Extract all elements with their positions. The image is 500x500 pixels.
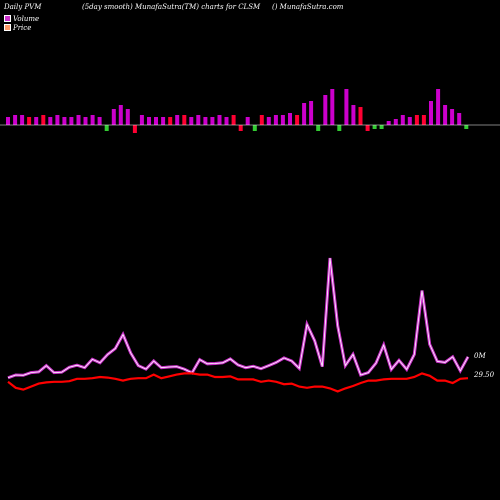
volume-bar [69,117,74,125]
volume-bar [224,117,229,125]
volume-bar [245,117,250,125]
volume-bar [273,115,278,125]
volume-bar [414,115,419,125]
volume-bar [41,115,46,125]
volume-bar [421,115,426,125]
volume-bars [6,89,469,133]
volume-bar [175,115,180,125]
volume-bar [393,119,398,125]
volume-bar [189,117,194,125]
volume-bar [34,117,39,125]
chart-lines [7,257,470,393]
volume-bar [259,115,264,125]
chart-title-left: Daily PVM [4,3,42,11]
volume-bar [161,117,166,125]
volume-bar [323,95,328,125]
volume-bar [111,109,116,125]
volume-bar [302,103,307,125]
volume-line-highlight [7,257,469,379]
volume-bar [125,109,130,125]
volume-bar [210,117,215,125]
volume-bar [280,115,285,125]
volume-bar [450,109,455,125]
volume-bar [62,117,67,125]
volume-bar [48,117,53,125]
legend-label-volume: Volume [13,14,40,23]
volume-bar [295,115,300,125]
volume-bar [457,113,462,125]
volume-bar [386,121,391,125]
volume-bar [365,125,370,131]
volume-bar [436,89,441,125]
volume-bar [139,115,144,125]
volume-bar [147,117,151,125]
legend-swatch-price [4,24,11,31]
volume-bar [330,89,335,125]
volume-bar [337,125,342,131]
legend-item-price: Price [4,23,39,32]
chart-legend: Volume Price [4,14,39,32]
volume-bar [309,101,314,125]
volume-bar [168,117,173,125]
volume-bar [97,117,102,125]
volume-bar [400,115,405,125]
volume-bar [266,117,271,125]
volume-bar [132,125,137,133]
volume-bar [55,115,60,125]
volume-bar [407,117,412,125]
volume-bar [90,115,95,125]
volume-bar [252,125,257,131]
chart-title: (5day smooth) MunafaSutra(TM) charts for… [82,3,261,11]
price-line [7,372,469,393]
volume-bar [372,125,377,129]
volume-bar [83,117,88,125]
volume-bar [196,115,201,125]
legend-label-price: Price [13,23,32,32]
volume-bar [231,115,236,125]
volume-bar [217,115,222,125]
volume-bar [154,117,158,125]
volume-bar [13,115,18,125]
volume-bar [6,117,10,125]
legend-item-volume: Volume [4,14,39,23]
volume-bar [118,105,123,125]
price-last-label: 29.50 [473,371,495,379]
chart-source: () MunafaSutra.com [272,3,344,11]
volume-bar [104,125,109,131]
volume-bar [288,113,292,125]
volume-bar [344,89,349,125]
volume-bar [27,117,32,125]
volume-bar [76,115,81,125]
volume-bar [20,115,25,125]
volume-bar [182,115,187,125]
volume-bar [351,105,356,125]
volume-bar [464,125,469,129]
volume-bar [379,125,384,129]
legend-swatch-volume [4,15,11,22]
volume-last-label: 0M [474,352,486,360]
volume-bar [429,101,433,125]
volume-bar [358,107,363,125]
volume-bar [203,117,208,125]
volume-bar [238,125,243,131]
volume-bar [316,125,321,131]
volume-bar [443,105,448,125]
